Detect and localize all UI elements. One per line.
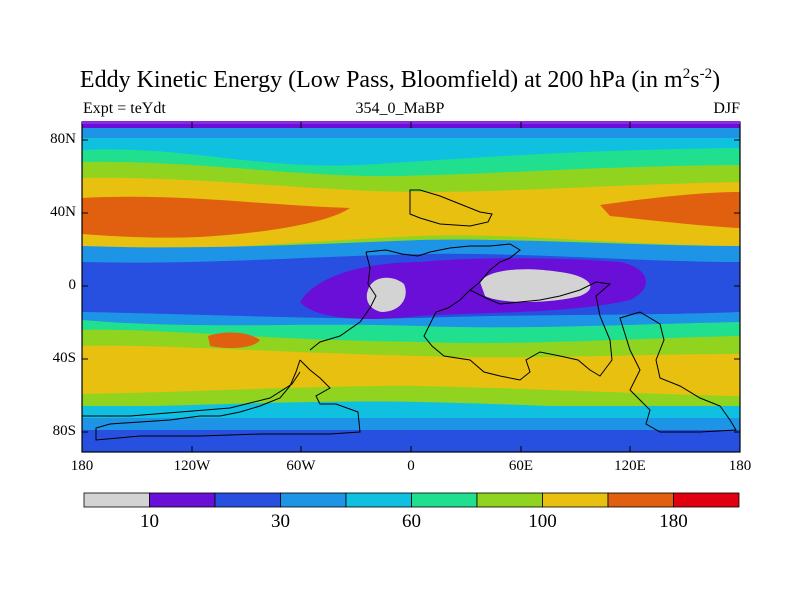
colorbar-label: 10 <box>140 511 159 532</box>
colorbar-swatch <box>280 492 347 508</box>
x-tick-label: 60W <box>286 458 316 474</box>
season-label: DJF <box>713 100 740 117</box>
colorbar-label: 100 <box>528 511 557 532</box>
x-tick-label: 180 <box>70 458 94 474</box>
chart-title: Eddy Kinetic Energy (Low Pass, Bloomfiel… <box>79 66 721 93</box>
experiment-label: Expt = teYdt <box>83 100 166 117</box>
colorbar-swatch <box>607 492 674 508</box>
x-tick-label: 180 <box>728 458 752 474</box>
colorbar-label: 30 <box>271 511 290 532</box>
colorbar-swatch <box>345 492 412 508</box>
continent-outlines <box>82 189 737 441</box>
colorbar-swatch <box>476 492 543 508</box>
colorbar-label: 180 <box>659 511 688 532</box>
x-tick-label: 120W <box>173 458 211 474</box>
colorbar-swatch <box>411 492 478 508</box>
colorbar-swatch <box>149 492 216 508</box>
x-tick-label: 0 <box>407 458 415 474</box>
case-label: 354_0_MaBP <box>355 100 445 117</box>
map-frame <box>81 121 741 453</box>
colorbar-label: 60 <box>402 511 421 532</box>
y-tick-label: 80S <box>52 423 76 439</box>
colorbar-swatch <box>83 492 150 508</box>
y-tick-label: 0 <box>68 277 77 293</box>
map-field <box>82 122 740 452</box>
y-tick-label: 40N <box>50 204 76 220</box>
x-tick-label: 120E <box>614 458 646 474</box>
colorbar-swatch <box>214 492 281 508</box>
colorbar-swatch <box>542 492 609 508</box>
colorbar <box>83 492 740 508</box>
y-tick-label: 40S <box>52 350 76 366</box>
colorbar-swatch <box>673 492 740 508</box>
x-tick-label: 60E <box>508 458 534 474</box>
y-tick-label: 80N <box>50 131 76 147</box>
